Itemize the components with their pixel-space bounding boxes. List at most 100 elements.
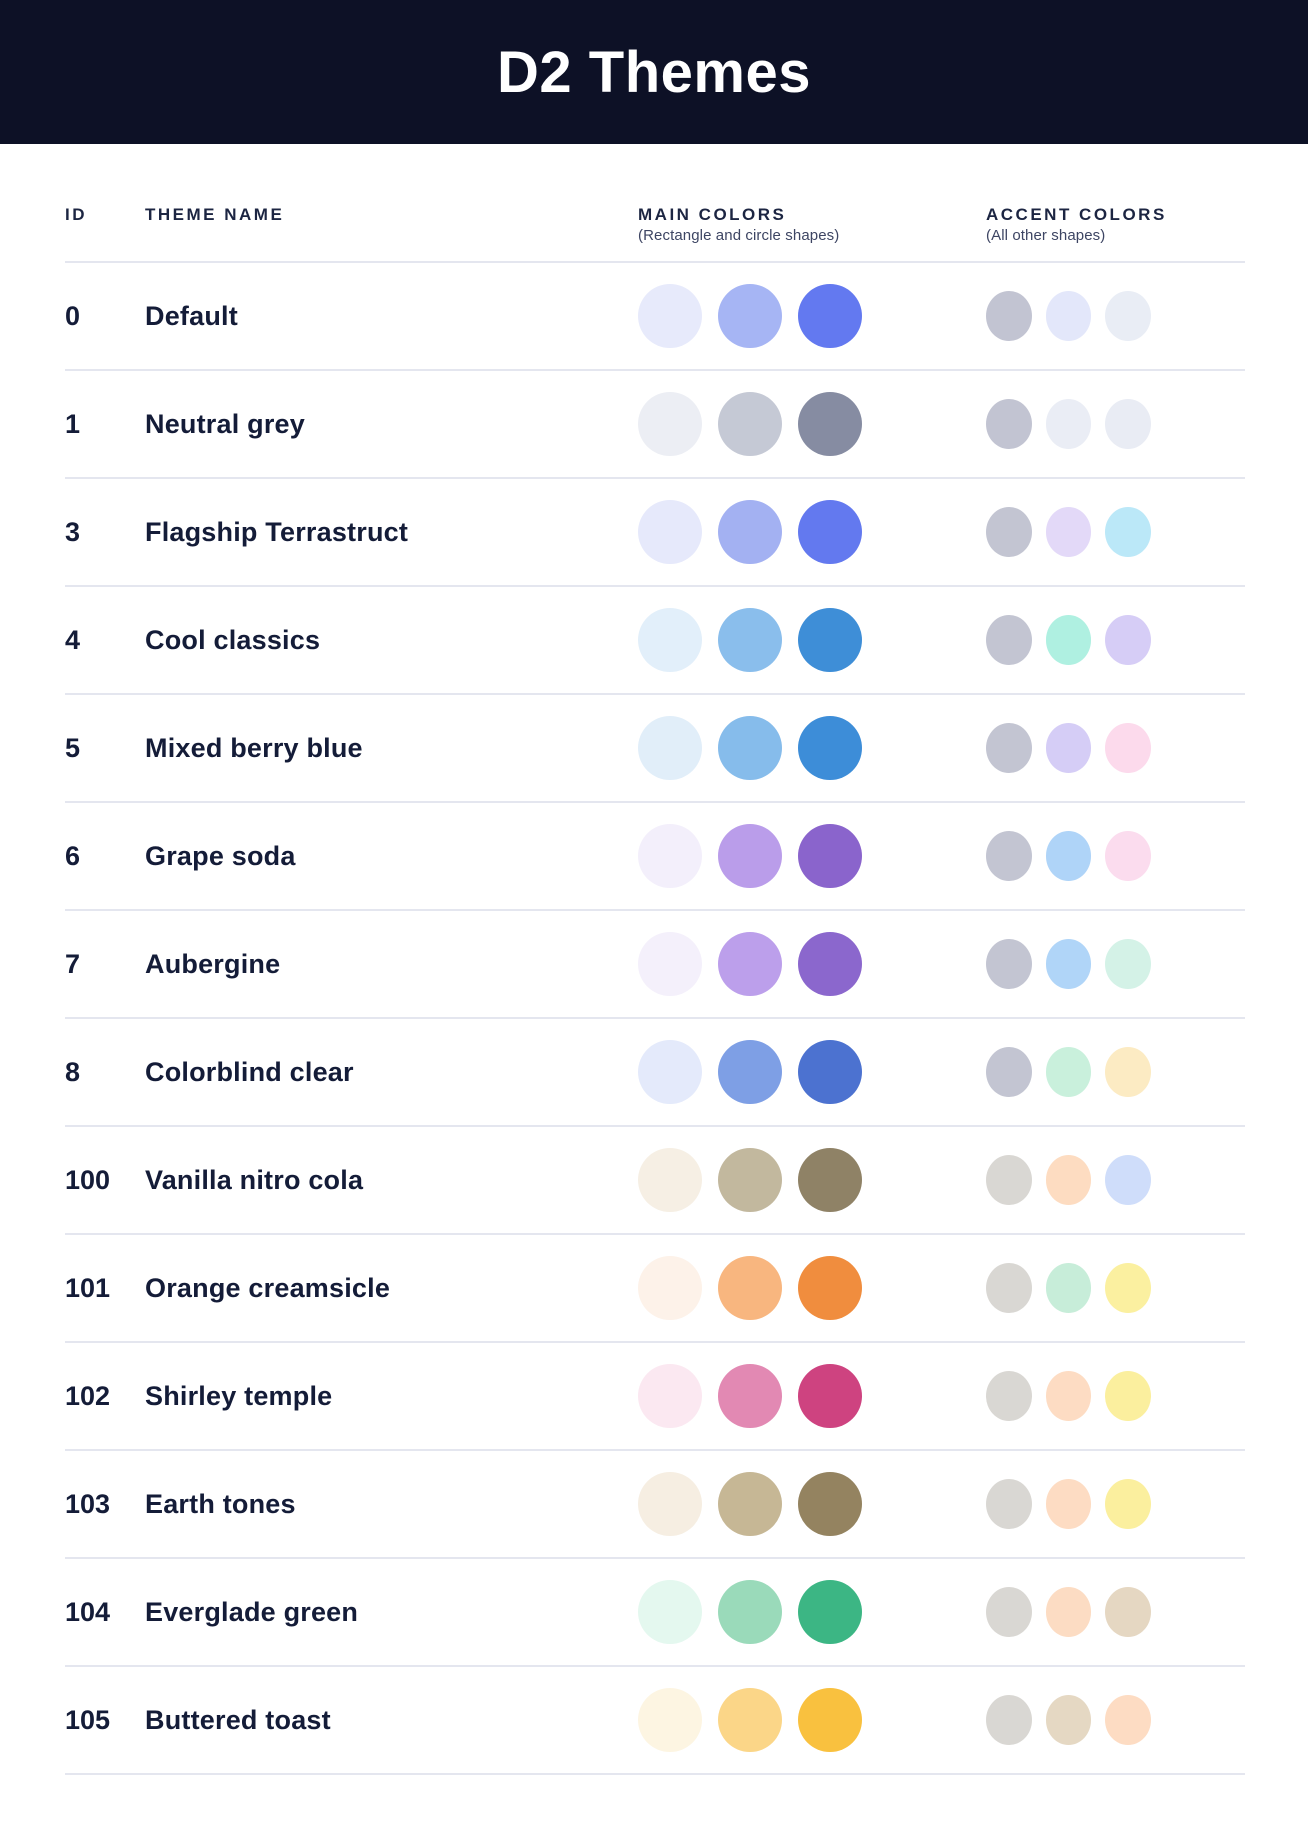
main-color-swatch [798,824,862,888]
accent-color-swatch [986,291,1032,341]
accent-color-swatch [986,615,1032,665]
main-color-swatches [638,500,986,564]
accent-color-swatch [1045,1371,1092,1421]
accent-color-swatch [1105,1047,1152,1097]
accent-color-swatch [1105,939,1152,989]
main-color-swatches [638,824,986,888]
page-banner: D2 Themes [0,0,1308,144]
column-header-accent-colors: ACCENT COLORS (All other shapes) [986,204,1165,246]
accent-color-swatch [1045,615,1092,665]
theme-name: Flagship Terrastruct [145,516,409,547]
main-color-swatch [638,824,702,888]
main-color-swatches [638,1040,986,1104]
theme-row: 6 Grape soda [65,803,1245,911]
id-column-label: ID [65,205,87,224]
column-header-name: THEME NAME [145,204,638,226]
accent-color-swatches [986,1587,1165,1637]
accent-color-swatch [986,1263,1032,1313]
accent-color-swatch [986,1371,1032,1421]
theme-row: 5 Mixed berry blue [65,695,1245,803]
theme-row: 0 Default [65,263,1245,371]
accent-color-swatch [1105,831,1152,881]
main-color-swatch [638,284,702,348]
column-header-main-colors: MAIN COLORS (Rectangle and circle shapes… [638,204,986,246]
name-column-label: THEME NAME [145,205,285,224]
accent-color-swatches [986,291,1165,341]
main-color-swatch [798,1256,862,1320]
main-color-swatch [718,932,782,996]
main-color-swatch [798,1148,862,1212]
accent-color-swatch [986,831,1032,881]
accent-color-swatch [1105,1263,1152,1313]
accent-color-swatch [1105,1155,1152,1205]
main-colors-column-label: MAIN COLORS [638,205,787,224]
main-color-swatch [798,1580,862,1644]
accent-color-swatch [1045,291,1092,341]
main-color-swatch [638,1364,702,1428]
accent-color-swatch [1045,1047,1092,1097]
theme-id: 3 [65,516,81,547]
accent-color-swatches [986,399,1165,449]
theme-id: 105 [65,1704,111,1735]
theme-row: 105 Buttered toast [65,1667,1245,1775]
main-color-swatch [638,1472,702,1536]
accent-color-swatch [1045,507,1092,557]
main-color-swatches [638,392,986,456]
main-color-swatch [718,284,782,348]
accent-color-swatch [1105,1479,1152,1529]
theme-row: 100 Vanilla nitro cola [65,1127,1245,1235]
theme-id: 103 [65,1488,111,1519]
theme-row: 102 Shirley temple [65,1343,1245,1451]
accent-color-swatch [1045,1479,1092,1529]
main-color-swatch [718,716,782,780]
accent-color-swatches [986,1047,1165,1097]
accent-colors-column-caption: (All other shapes) [986,227,1106,244]
theme-id: 102 [65,1380,111,1411]
theme-name: Vanilla nitro cola [145,1164,364,1195]
theme-row: 103 Earth tones [65,1451,1245,1559]
accent-color-swatch [1045,1587,1092,1637]
themes-table: ID THEME NAME MAIN COLORS (Rectangle and… [65,144,1245,1775]
theme-id: 6 [65,840,81,871]
main-color-swatch [718,1148,782,1212]
main-color-swatches [638,716,986,780]
main-color-swatch [718,1580,782,1644]
main-color-swatch [798,1040,862,1104]
theme-row: 101 Orange creamsicle [65,1235,1245,1343]
main-color-swatch [798,392,862,456]
main-color-swatch [798,1472,862,1536]
main-color-swatches [638,1580,986,1644]
theme-id: 7 [65,948,81,979]
theme-name: Default [145,300,238,331]
accent-color-swatches [986,723,1165,773]
theme-id: 8 [65,1056,81,1087]
accent-color-swatches [986,1479,1165,1529]
main-color-swatch [798,932,862,996]
accent-color-swatch [1105,1587,1152,1637]
table-header-row: ID THEME NAME MAIN COLORS (Rectangle and… [65,144,1245,263]
main-color-swatch [718,608,782,672]
main-color-swatch [638,1256,702,1320]
main-color-swatch [638,392,702,456]
main-color-swatch [638,1580,702,1644]
accent-color-swatch [1045,831,1092,881]
accent-color-swatches [986,1155,1165,1205]
theme-id: 101 [65,1272,111,1303]
main-color-swatch [638,716,702,780]
theme-name: Earth tones [145,1488,296,1519]
main-color-swatches [638,1148,986,1212]
theme-id: 1 [65,408,81,439]
main-color-swatch [718,824,782,888]
main-color-swatches [638,932,986,996]
column-header-id: ID [65,204,145,226]
main-color-swatch [718,1688,782,1752]
accent-color-swatch [1045,399,1092,449]
accent-color-swatch [986,1695,1032,1745]
main-color-swatch [798,608,862,672]
main-color-swatch [638,500,702,564]
theme-name: Colorblind clear [145,1056,354,1087]
main-color-swatch [718,500,782,564]
accent-color-swatch [986,399,1032,449]
accent-color-swatch [1105,615,1152,665]
main-color-swatch [798,1688,862,1752]
